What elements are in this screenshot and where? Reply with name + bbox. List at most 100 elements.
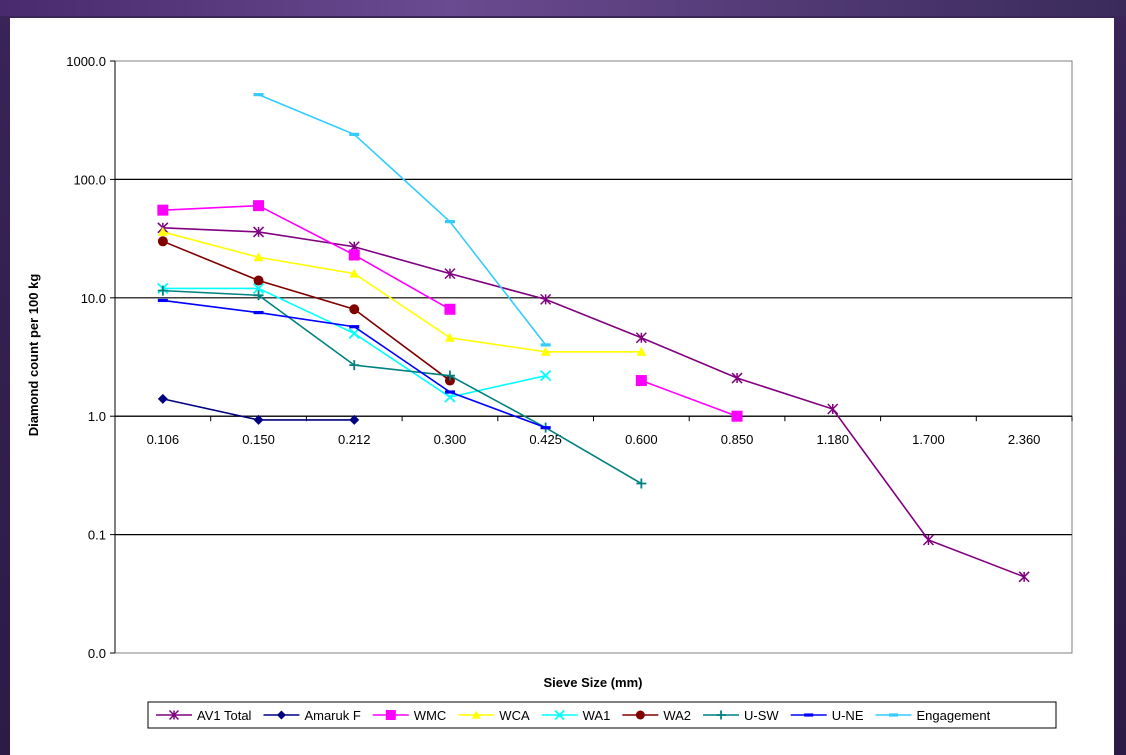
data-point (540, 346, 551, 356)
data-point (540, 426, 551, 430)
data-point (716, 710, 726, 720)
x-tick-label: 0.600 (625, 432, 658, 447)
x-axis-title: Sieve Size (mm) (544, 675, 643, 690)
series-u-sw (157, 285, 647, 489)
legend-item: Engagement (875, 708, 991, 723)
data-point (444, 220, 455, 224)
series-line (162, 240, 451, 382)
x-tick-label: 0.212 (338, 432, 371, 447)
axis-layer: 1000.0 100.0 10.0 1.0 0.1 0.0 0.106 0.150 0.212 0… (66, 54, 1073, 661)
data-point (731, 372, 743, 384)
data-point (635, 710, 645, 720)
legend-label: Amaruk F (304, 708, 360, 723)
data-point (444, 390, 455, 394)
data-point (731, 410, 743, 422)
data-point (540, 343, 551, 347)
series-wa1 (157, 282, 552, 403)
data-point (635, 375, 647, 387)
data-point (827, 403, 839, 415)
data-point (349, 325, 360, 329)
legend-item: U-SW (703, 708, 779, 723)
y-tick-label: 1.0 (88, 409, 106, 424)
data-point (540, 293, 552, 305)
x-tick-label: 0.425 (529, 432, 562, 447)
data-point (636, 346, 647, 356)
legend-item: WCA (458, 708, 530, 723)
chart-panel (10, 18, 1114, 755)
data-point (540, 370, 552, 382)
data-point (444, 370, 455, 381)
y-tick-label: 100.0 (73, 172, 106, 187)
y-tick-label: 0.0 (88, 646, 106, 661)
data-point (253, 275, 264, 286)
data-point (554, 709, 565, 721)
series-wca (157, 226, 647, 356)
data-point (348, 249, 360, 261)
legend-item: WA1 (541, 708, 611, 723)
series-u-ne (157, 298, 551, 430)
legend-label: U-SW (744, 708, 779, 723)
grid-layer (114, 60, 1073, 654)
series-line (162, 204, 451, 310)
slide-top-band (0, 0, 1126, 16)
legend-item: U-NE (790, 708, 864, 723)
data-point (349, 132, 360, 136)
data-point (1018, 571, 1030, 583)
series-line (641, 379, 738, 417)
x-tick-label: 0.150 (242, 432, 275, 447)
series-wa2 (157, 236, 455, 386)
x-tick-label: 1.700 (912, 432, 945, 447)
legend-item: WMC (372, 708, 446, 723)
data-point (348, 327, 360, 340)
legend-item: AV1 Total (156, 708, 252, 723)
series-line (258, 93, 547, 346)
series-line (162, 231, 642, 353)
data-point (252, 282, 265, 295)
data-point (157, 298, 168, 303)
data-point (349, 414, 360, 425)
data-point (636, 478, 647, 489)
data-point (253, 310, 264, 315)
data-point (889, 713, 898, 717)
data-point (157, 226, 168, 236)
data-point (349, 268, 360, 278)
legend-label: U-NE (832, 708, 864, 723)
data-point (804, 713, 814, 717)
data-point (253, 226, 265, 238)
legend-label: Engagement (917, 708, 991, 723)
data-point (385, 710, 396, 720)
data-point (444, 303, 456, 315)
legend-label: WA1 (583, 708, 611, 723)
x-tick-label: 1.180 (816, 432, 849, 447)
legend-label: WCA (499, 708, 530, 723)
legend-item: Amaruk F (263, 708, 361, 723)
x-tick-label: 0.106 (147, 432, 180, 447)
data-point (349, 360, 360, 371)
data-point (444, 268, 456, 280)
y-tick-label: 1000.0 (66, 54, 106, 69)
legend: AV1 Total Amaruk F WMC WCA WA1 WA2 U-SW U-NE Eng… (147, 701, 1057, 729)
plot-border (114, 60, 1073, 654)
series-engagement (253, 93, 551, 347)
x-tick-label: 2.360 (1008, 432, 1041, 447)
data-point (471, 710, 481, 719)
data-point (253, 200, 265, 212)
data-point (157, 236, 168, 247)
data-point (253, 252, 264, 262)
series-line (162, 227, 1025, 578)
x-tick-label: 0.850 (721, 432, 754, 447)
series-amaruk-f (157, 393, 360, 425)
series-av1-total (157, 222, 1030, 583)
y-tick-label: 0.1 (88, 528, 106, 543)
y-axis-title: Diamond count per 100 kg (26, 274, 41, 437)
data-point (349, 304, 360, 315)
data-point (157, 204, 169, 216)
legend-label: AV1 Total (197, 708, 252, 723)
y-tick-label: 10.0 (81, 291, 106, 306)
data-point (157, 393, 168, 404)
legend-item: WA2 (622, 708, 691, 723)
series-layer (157, 93, 1030, 583)
x-tick-label: 0.300 (434, 432, 467, 447)
